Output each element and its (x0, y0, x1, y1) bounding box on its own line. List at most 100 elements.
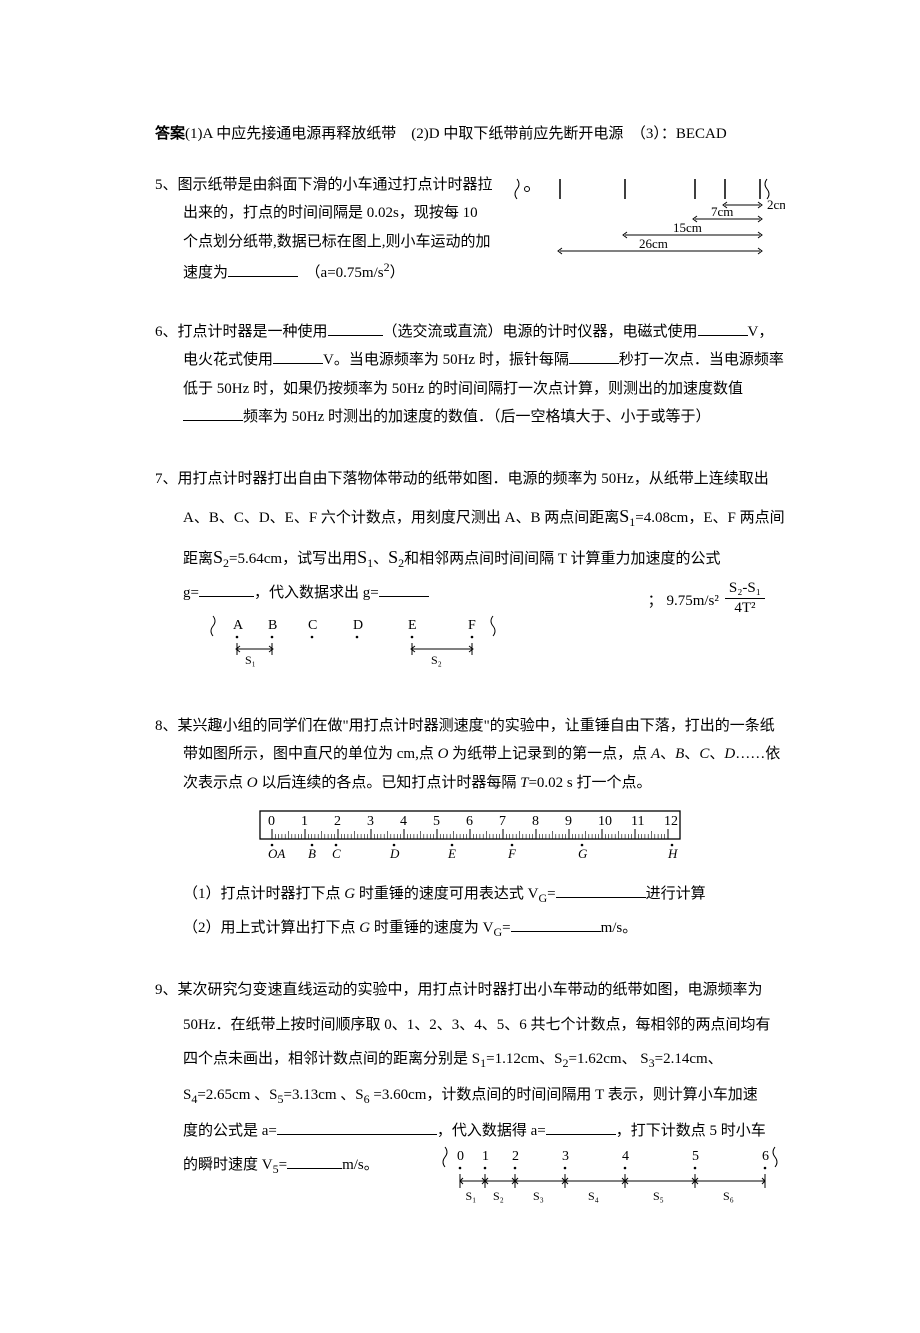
q8-C: C (699, 746, 709, 762)
q8-blank2 (511, 916, 601, 932)
svg-text:8: 8 (532, 814, 539, 829)
svg-text:3: 3 (562, 1149, 569, 1164)
svg-text:5: 5 (692, 1149, 699, 1164)
q9-v5: =3.13cm 、S (283, 1087, 363, 1103)
q6-blank5 (183, 405, 243, 421)
q7-blank1 (199, 581, 254, 597)
q9-v6: =3.60cm，计数点间的时间间隔用 T 表示，则计算小车加速 (370, 1087, 758, 1103)
q7-s2eq: =5.64cm，试写出用 (229, 551, 357, 567)
svg-text:C: C (332, 846, 341, 861)
svg-text:S₁: S₁ (466, 1189, 477, 1203)
svg-text:H: H (667, 846, 678, 861)
q9-v4: =2.65cm 、S (197, 1087, 277, 1103)
svg-text:9: 9 (565, 814, 572, 829)
q8-G1: G (344, 886, 355, 902)
q8-teq: =0.02 s 打一个点。 (528, 775, 651, 791)
svg-text:26cm: 26cm (639, 236, 668, 251)
q7-s1eq: =4.08cm，E、F 两点 (635, 510, 769, 526)
q8-text: 8、某兴趣小组的同学们在做"用打点计时器测速度"的实验中，让重锤自由下落，打出的… (155, 712, 785, 798)
q6-blank3 (273, 348, 323, 364)
q9-text2: S4=2.65cm 、S5=3.13cm 、S6 =3.60cm，计数点间的时间… (155, 1078, 785, 1114)
q9-p3b: ，代入数据得 a= (437, 1123, 546, 1139)
q9-v3: =2.14cm、 (655, 1051, 723, 1067)
q6-blank1 (328, 320, 383, 336)
svg-text:G: G (578, 846, 588, 861)
q7-s2: S (213, 547, 223, 567)
q9-svg: 0123456 S₁S₂S₃S₄S₅S₆ (435, 1142, 785, 1212)
svg-text:4: 4 (400, 814, 407, 829)
question-9: 9、某次研究匀变速直线运动的实验中，用打点计时器打出小车带动的纸带如图，电源频率… (155, 973, 785, 1222)
q7-mid: 、 (373, 551, 388, 567)
q8-svg: 0123456789101112 OABCDEFGH (250, 805, 690, 865)
q9-p3a: 度的公式是 a= (183, 1123, 277, 1139)
q8-A: A (651, 746, 660, 762)
svg-text:S₂: S₂ (493, 1189, 504, 1203)
svg-text:11: 11 (631, 814, 644, 829)
q9-v2: =1.62cm、 S (569, 1051, 649, 1067)
q6-num: 6、 (155, 324, 178, 340)
q7-frac-num: S₂-S₁ (725, 579, 765, 600)
svg-text:E: E (447, 846, 456, 861)
q7-s1b: S (357, 547, 367, 567)
answer-label: 答案 (155, 126, 185, 142)
q5-diagram: 2cm 7cm 15cm 26cm (505, 171, 785, 282)
q8-sub2: （2）用上式计算出打下点 G 时重锤的速度为 VG=m/s。 (155, 914, 785, 944)
q7-svg: A B C D E F S₁ S₂ (203, 611, 503, 671)
svg-text:A: A (233, 618, 244, 633)
svg-text:0: 0 (268, 814, 275, 829)
q7-ans-val: ； 9.75m/s² (648, 587, 719, 616)
q8-G2: G (359, 920, 370, 936)
svg-text:F: F (468, 618, 476, 633)
svg-text:2cm: 2cm (767, 197, 785, 212)
answer-line: 答案(1)A 中应先接通电源再释放纸带 (2)D 中取下纸带前应先断开电源 （3… (155, 120, 785, 149)
q8-sub2c: = (502, 920, 510, 936)
q7-p3b: ，代入数据求出 g= (254, 585, 379, 601)
svg-text:D: D (353, 618, 363, 633)
q5-paren-close: ） (390, 265, 405, 281)
q9-blank3 (287, 1153, 342, 1169)
svg-text:5: 5 (433, 814, 440, 829)
q5-num: 5、 (155, 177, 178, 193)
q8-sub1: （1）打点计时器打下点 G 时重锤的速度可用表达式 VG=进行计算 (155, 880, 785, 910)
svg-text:15cm: 15cm (673, 220, 702, 235)
q8-sub2a: （2）用上式计算出打下点 (183, 920, 359, 936)
q8-O: O (438, 746, 449, 762)
svg-text:0: 0 (457, 1149, 464, 1164)
svg-text:4: 4 (622, 1149, 629, 1164)
q9-p3c: ，打下计数点 5 时小车 (616, 1123, 766, 1139)
q9-diagram: 0123456 S₁S₂S₃S₄S₅S₆ (435, 1142, 785, 1223)
q7-p3a: g= (183, 585, 199, 601)
q9-blank2 (546, 1119, 616, 1135)
q8-sub1a: （1）打点计时器打下点 (183, 886, 344, 902)
q7-formula: S₂-S₁ 4T² (725, 579, 765, 619)
question-5: 2cm 7cm 15cm 26cm 5、图示纸带是由斜面下滑的小车通过打点计时器… (155, 171, 785, 288)
q6-text: 6、打点计时器是一种使用（选交流或直流）电源的计时仪器，电磁式使用V，电火花式使… (155, 318, 785, 432)
svg-text:7cm: 7cm (711, 204, 733, 219)
q6-p2: （选交流或直流）电源的计时仪器，电磁式使用 (383, 324, 698, 340)
svg-text:S₄: S₄ (588, 1189, 599, 1203)
q8-blank1 (556, 882, 646, 898)
q7-s2b: S (388, 547, 398, 567)
svg-text:S₃: S₃ (533, 1189, 544, 1203)
q8-sub1d: 进行计算 (646, 886, 706, 902)
svg-text:1: 1 (301, 814, 308, 829)
svg-text:S₂: S₂ (431, 653, 442, 667)
q9-blank1 (277, 1119, 437, 1135)
q5-paren: （a=0.75m/s (313, 265, 384, 281)
q6-blank2 (698, 320, 748, 336)
q7-blank2 (379, 581, 429, 597)
q8-sub1c: = (547, 886, 555, 902)
q5-svg: 2cm 7cm 15cm 26cm (505, 171, 785, 271)
q6-p6: 频率为 50Hz 时测出的加速度的数值．（后一空格填大于、小于或等于） (243, 409, 711, 425)
q6-p1: 打点计时器是一种使用 (178, 324, 328, 340)
svg-text:E: E (408, 618, 417, 633)
svg-text:S₆: S₆ (723, 1189, 734, 1203)
q7-text: 7、用打点计时器打出自由下落物体带动的纸带如图．电源的频率为 50Hz，从纸带上… (155, 462, 785, 579)
q7-s1: S (619, 506, 629, 526)
svg-text:F: F (507, 846, 517, 861)
svg-text:12: 12 (664, 814, 678, 829)
svg-text:OA: OA (268, 846, 285, 861)
q8-sub1b: 时重锤的速度可用表达式 V (355, 886, 538, 902)
q9-num: 9、 (155, 982, 178, 998)
question-6: 6、打点计时器是一种使用（选交流或直流）电源的计时仪器，电磁式使用V，电火花式使… (155, 318, 785, 432)
